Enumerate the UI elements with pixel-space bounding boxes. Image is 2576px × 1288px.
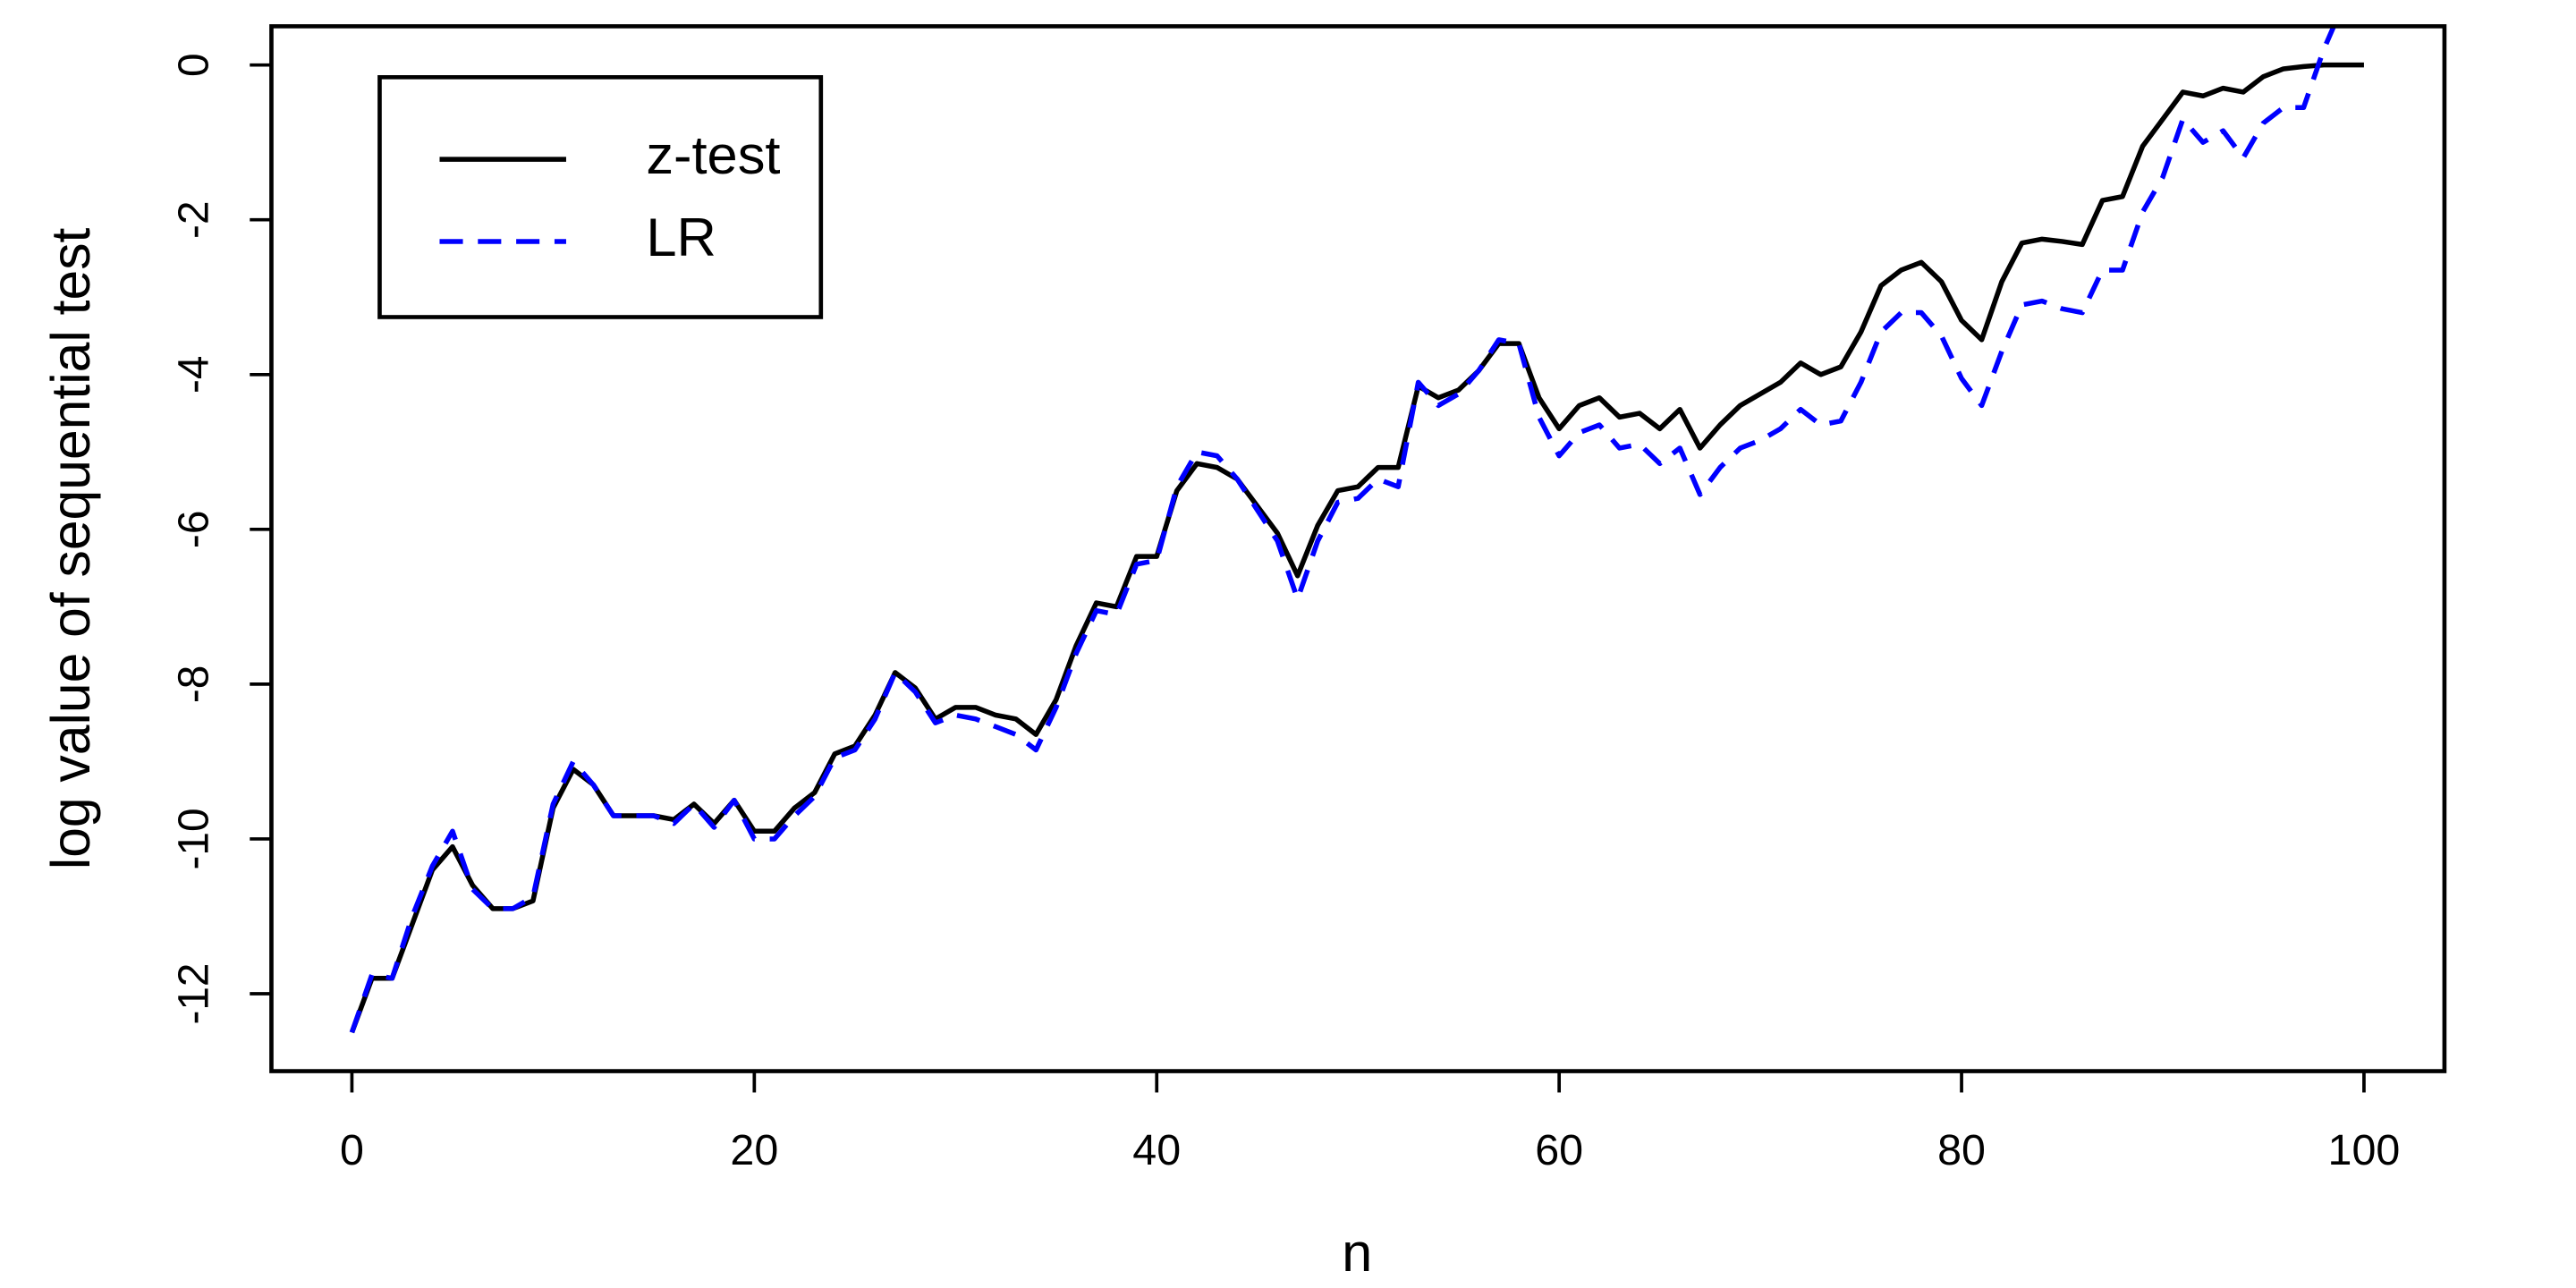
x-tick-label: 100 bbox=[2328, 1126, 2401, 1174]
x-tick-label: 0 bbox=[340, 1126, 364, 1174]
y-tick-label: -2 bbox=[169, 200, 217, 238]
plot-area bbox=[349, 26, 2364, 1034]
legend-label: z-test bbox=[646, 125, 780, 186]
x-tick-label: 20 bbox=[730, 1126, 778, 1174]
y-tick-label: -6 bbox=[169, 511, 217, 548]
x-tick-label: 60 bbox=[1535, 1126, 1583, 1174]
y-tick-label: 0 bbox=[169, 53, 217, 77]
x-tick-label: 40 bbox=[1132, 1126, 1181, 1174]
data-line bbox=[349, 26, 2337, 1034]
y-tick-label: -4 bbox=[169, 356, 217, 394]
x-axis-title: n bbox=[1342, 1222, 1372, 1283]
legend-box bbox=[377, 75, 824, 319]
y-tick-label: -10 bbox=[169, 808, 217, 869]
y-tick-label: -8 bbox=[169, 665, 217, 703]
y-tick-label: -12 bbox=[169, 963, 217, 1025]
y-axis-title: log value of sequential test bbox=[40, 228, 101, 870]
plot-frame bbox=[269, 24, 2447, 1073]
x-tick-label: 80 bbox=[1937, 1126, 1986, 1174]
legend-label: LR bbox=[646, 207, 716, 267]
